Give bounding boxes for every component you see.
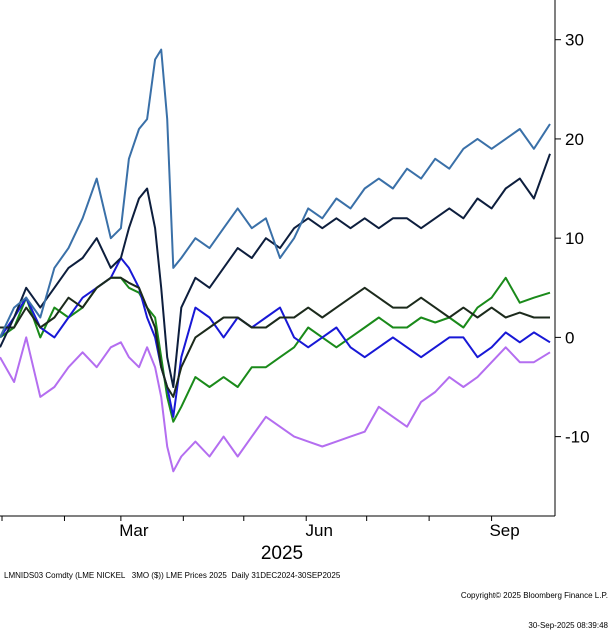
series-line-4 (0, 276, 550, 398)
y-tick-label: 30 (565, 31, 584, 50)
x-tick-label: Jun (306, 521, 333, 540)
series-line-5 (0, 153, 551, 388)
footer-timestamp: 30-Sep-2025 08:39:48 (528, 621, 608, 630)
x-tick-label: Sep (489, 521, 519, 540)
footer-source-text: LMNIDS03 Comdty (LME NICKEL 3MO ($)) LME… (4, 571, 341, 580)
series-line-3 (0, 257, 551, 418)
y-tick-label: 20 (565, 130, 584, 149)
y-tick-label: 10 (565, 229, 584, 248)
line-chart: -10 0 10 20 30 Mar Jun Sep 2025 (0, 0, 590, 564)
footer-copyright: Copyright© 2025 Bloomberg Finance L.P. 3… (461, 571, 608, 641)
x-axis-year-label: 2025 (261, 543, 303, 564)
series-line-1 (0, 336, 551, 473)
y-tick-label: 0 (565, 328, 574, 347)
x-tick-label: Mar (119, 521, 149, 540)
footer-copyright-line: Copyright© 2025 Bloomberg Finance L.P. (460, 591, 608, 600)
series-line-6 (0, 48, 551, 338)
series-layer (0, 48, 551, 473)
y-tick-layer: -10 0 10 20 30 (555, 31, 590, 447)
y-tick-label: -10 (565, 428, 590, 447)
x-tick-layer: Mar Jun Sep (1, 516, 520, 540)
